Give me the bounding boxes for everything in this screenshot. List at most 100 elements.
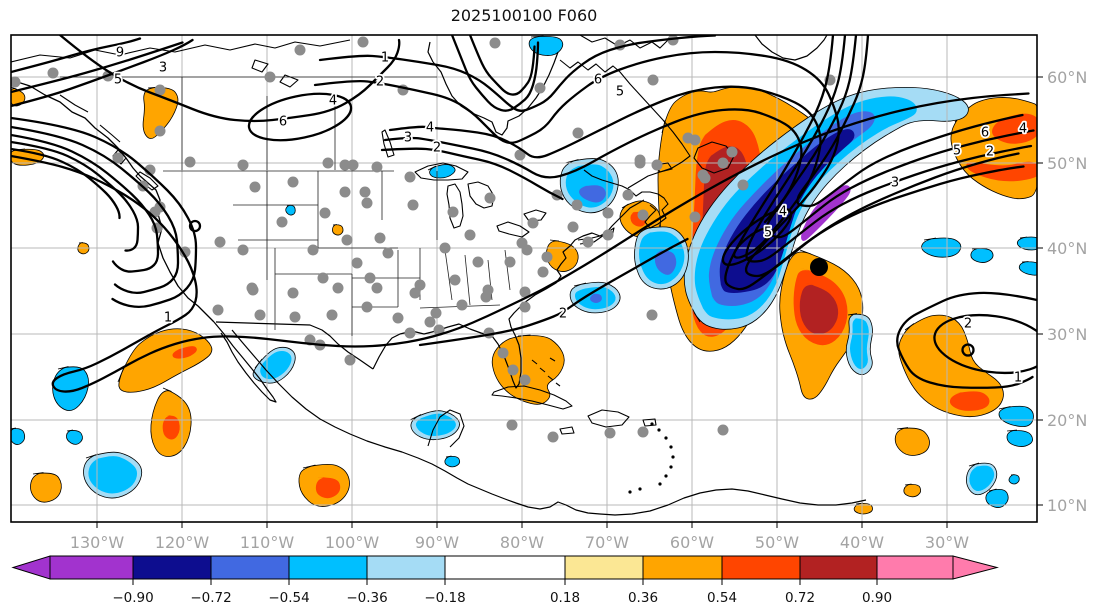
station-dot <box>572 127 584 139</box>
coastline <box>539 367 546 373</box>
colorbar-segment <box>132 555 212 580</box>
station-dot <box>647 74 659 86</box>
small-island <box>664 436 668 440</box>
shaded-region <box>332 224 344 236</box>
shaded-region <box>172 346 197 359</box>
contour-line <box>11 133 160 273</box>
small-island <box>669 465 673 469</box>
shaded-region <box>30 472 62 503</box>
station-dot <box>371 282 383 294</box>
contour-ellipse <box>933 313 1037 375</box>
contour-line <box>11 116 198 309</box>
lat-tick-label: 10°N <box>1047 496 1087 515</box>
coastline <box>427 41 434 63</box>
shaded-region <box>444 455 461 468</box>
colorbar-tick-label: −0.36 <box>346 590 387 606</box>
colorbar-segment <box>799 555 878 580</box>
coastline <box>583 169 669 229</box>
shaded-region <box>579 185 606 203</box>
contour-line <box>58 35 401 123</box>
shaded-region <box>903 483 922 498</box>
shaded-region <box>1016 236 1037 251</box>
shaded-region <box>985 488 1009 508</box>
contour-line <box>724 35 1025 291</box>
station-dot <box>689 211 701 223</box>
contour-label: 3 <box>891 176 899 191</box>
lat-tick-label: 60°N <box>1047 68 1087 87</box>
contour-circle <box>188 219 202 233</box>
contour-label: 5 <box>764 226 772 241</box>
station-dot <box>361 301 373 313</box>
colorbar-segment <box>288 555 368 580</box>
station-dot <box>489 37 501 49</box>
lon-tick-label: 100°W <box>325 533 380 552</box>
island-dots <box>628 422 675 494</box>
lon-tick-label: 40°W <box>840 533 884 552</box>
coastline <box>446 183 464 229</box>
border-line <box>504 249 511 291</box>
coastline <box>642 418 657 427</box>
contour-label: 5 <box>953 144 961 159</box>
shaded-region <box>162 415 180 440</box>
contour-label: 2 <box>433 141 441 156</box>
station-dot <box>289 311 301 323</box>
map-frame <box>10 34 1038 523</box>
coastline <box>11 79 215 323</box>
shaded-region <box>970 247 994 263</box>
station-dot <box>404 327 416 339</box>
shaded-region <box>315 477 341 499</box>
station-dot <box>651 159 663 171</box>
gridlines <box>11 35 1037 522</box>
contour-line <box>11 38 194 108</box>
coastline <box>754 35 828 61</box>
shaded-region <box>654 250 677 275</box>
station-dot <box>409 287 421 299</box>
station-dot <box>497 347 509 359</box>
station-dot <box>374 232 386 244</box>
contour-line <box>318 35 717 112</box>
station-dot <box>439 242 451 254</box>
station-dot <box>359 186 371 198</box>
contour-line <box>383 108 803 224</box>
lat-tick-label: 40°N <box>1047 239 1087 258</box>
contour-line <box>11 147 121 220</box>
station-dot <box>287 287 299 299</box>
contour-label: 6 <box>981 126 989 141</box>
contour-label: 3 <box>159 61 167 76</box>
station-dot <box>307 244 319 256</box>
coastline <box>467 181 495 209</box>
station-dot <box>254 309 266 321</box>
small-island <box>664 474 668 478</box>
station-dot <box>339 186 351 198</box>
coastline <box>491 385 573 410</box>
station-dot <box>449 274 461 286</box>
colorbar-tick-label: 0.36 <box>628 590 658 606</box>
contour-ellipse <box>247 92 353 142</box>
colorbar-segment <box>366 555 446 580</box>
station-dot <box>287 176 299 188</box>
contour-label: 2 <box>964 317 972 332</box>
contour-label: 3 <box>404 131 412 146</box>
station-dot <box>317 272 329 284</box>
colorbar-segment <box>876 555 954 580</box>
station-dot <box>404 171 416 183</box>
station-dot <box>646 309 658 321</box>
contour-circle <box>961 343 975 357</box>
shaded-region <box>285 204 296 216</box>
colorbar-segment <box>721 555 801 580</box>
contour-line <box>11 92 1030 393</box>
colorbar-tick-label: −0.54 <box>268 590 309 606</box>
station-dot <box>484 192 496 204</box>
station-dot <box>407 199 419 211</box>
coastline <box>559 426 575 435</box>
station-dot <box>447 206 459 218</box>
contour-label: 2 <box>376 75 384 90</box>
shaded-region <box>969 465 995 492</box>
contour-label: 4 <box>426 121 434 136</box>
station-dot <box>737 179 749 191</box>
station-dot <box>519 374 531 386</box>
station-dot <box>357 36 369 48</box>
station-dot <box>249 181 261 193</box>
station-dot <box>179 246 191 258</box>
